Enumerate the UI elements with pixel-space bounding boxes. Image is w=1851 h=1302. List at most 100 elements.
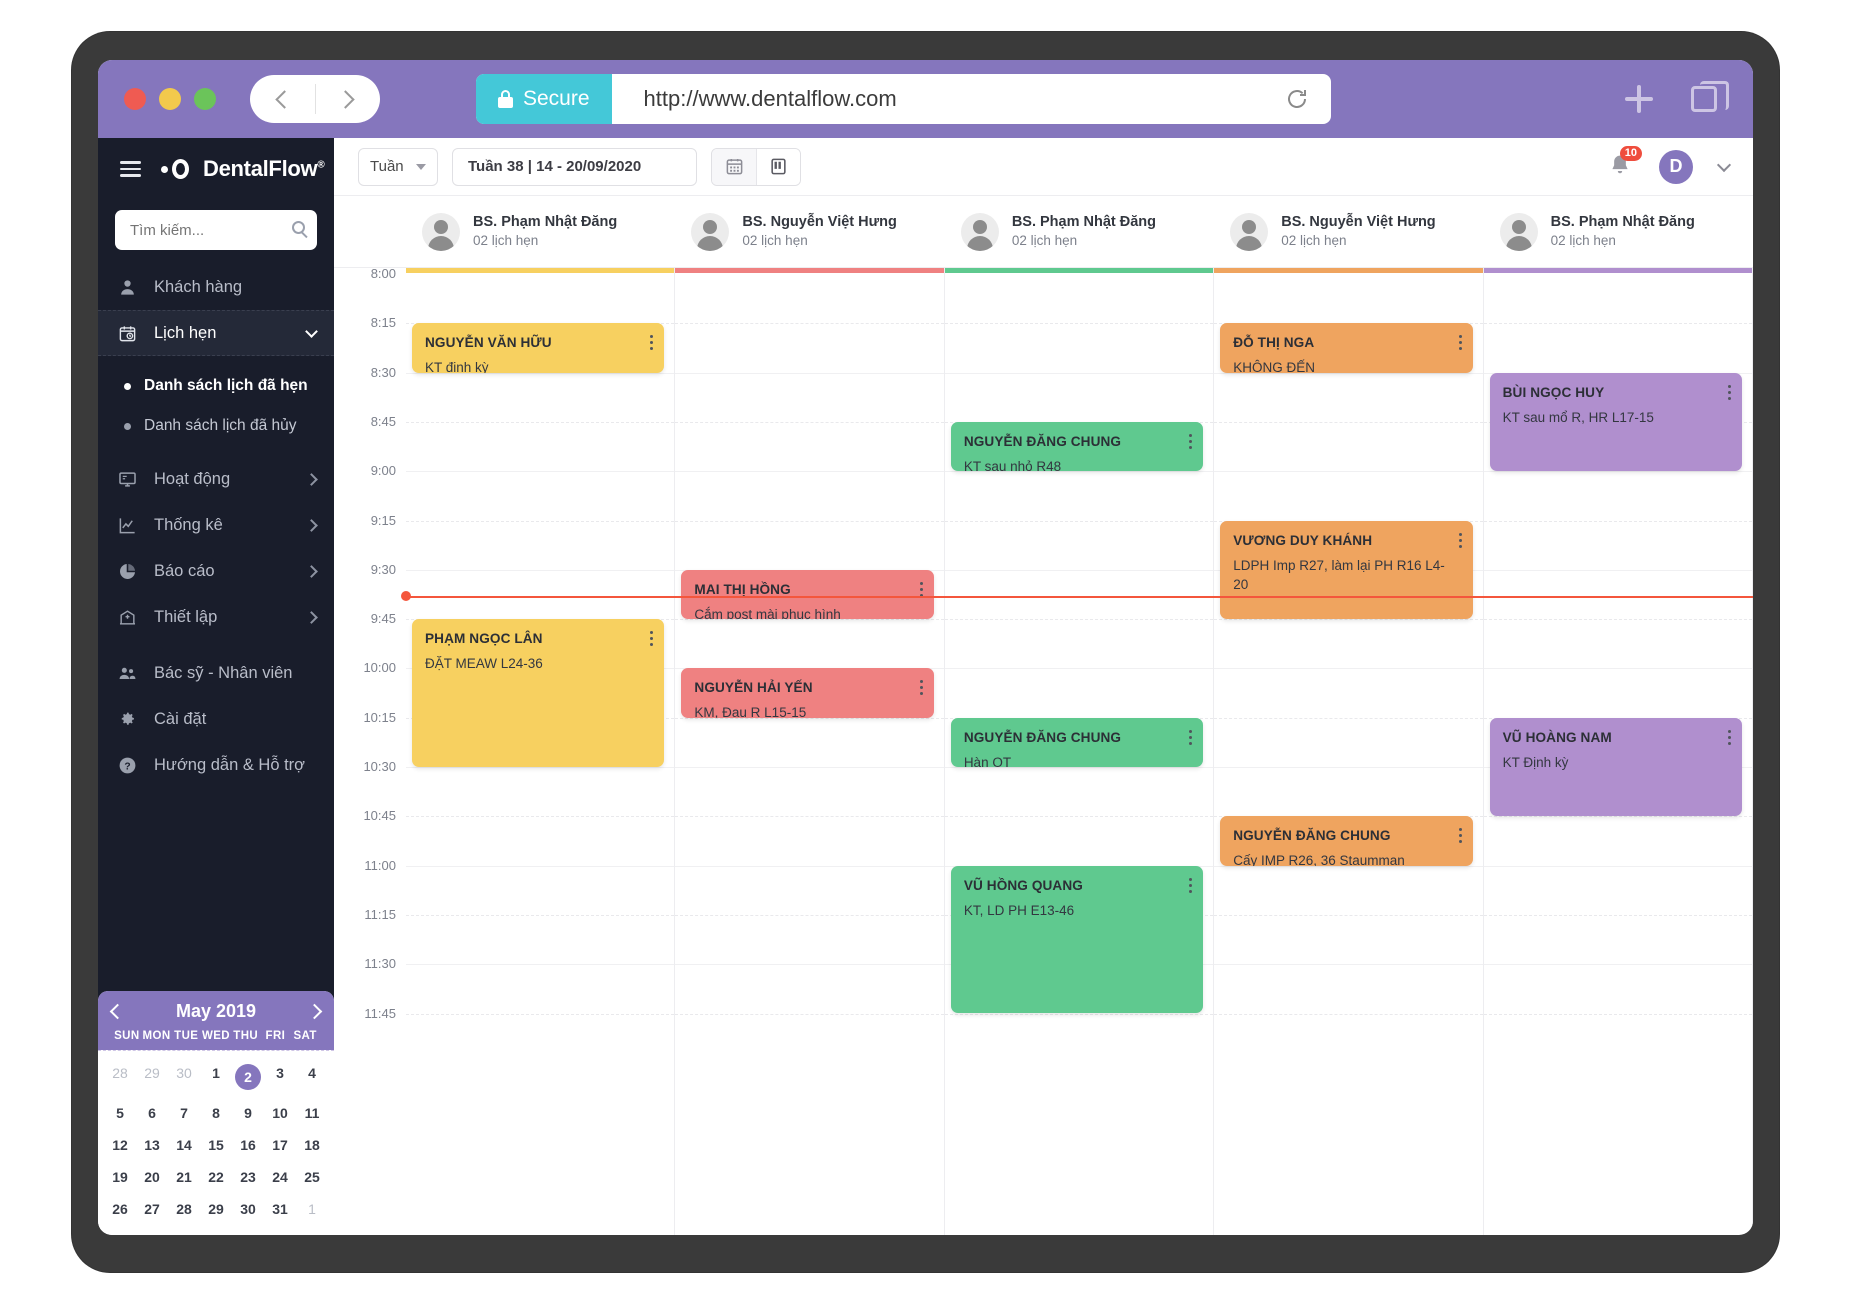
view-mode-select[interactable]: Tuần [358, 147, 438, 186]
mini-calendar-day[interactable]: 28 [176, 1201, 192, 1217]
calendar-column[interactable]: ĐỖ THỊ NGA KHÔNG ĐẾN VƯƠNG DUY KHÁNH LDPH I… [1214, 268, 1484, 1235]
mini-calendar-day[interactable]: 21 [176, 1169, 192, 1185]
sidebar-item-bac-sy-nhan-vien[interactable]: Bác sỹ - Nhân viên [98, 650, 334, 696]
forward-button[interactable] [316, 84, 381, 114]
mini-calendar-day[interactable]: 6 [148, 1105, 156, 1121]
kebab-menu-icon[interactable] [1189, 729, 1193, 745]
sidebar-item-khach-hang[interactable]: Khách hàng [98, 264, 334, 310]
search-input[interactable] [115, 221, 317, 239]
kebab-menu-icon[interactable] [919, 680, 923, 696]
kebab-menu-icon[interactable] [1728, 384, 1732, 400]
appointment-card[interactable]: NGUYỄN HẢI YẾN KM, Đau R L15-15 [681, 668, 934, 718]
mini-calendar-day[interactable]: 12 [112, 1137, 128, 1153]
mini-calendar-day[interactable]: 25 [304, 1169, 320, 1185]
mini-calendar-day[interactable]: 23 [240, 1169, 256, 1185]
kebab-menu-icon[interactable] [650, 631, 654, 647]
back-button[interactable] [250, 84, 316, 114]
mini-calendar-day-grid[interactable]: 28 29 30 1 2 3 4 5 6 7 8 9 10 11 12 13 14 15 16 17 18 19 20 21 2… [98, 1050, 334, 1235]
mini-calendar-day[interactable]: 29 [144, 1065, 160, 1081]
toggle-column-view[interactable] [756, 148, 800, 185]
doctor-column-header[interactable]: BS. Nguyễn Việt Hưng 02 lịch hẹn [1214, 196, 1483, 267]
mini-calendar-day[interactable]: 1 [212, 1065, 220, 1081]
chevron-left-icon[interactable] [109, 1003, 126, 1020]
mini-calendar-day[interactable]: 27 [144, 1201, 160, 1217]
mini-calendar-day[interactable]: 16 [240, 1137, 256, 1153]
appointment-card[interactable]: PHẠM NGỌC LÂN ĐẶT MEAW L24-36 [412, 619, 665, 767]
mini-calendar-day[interactable]: 30 [176, 1065, 192, 1081]
mini-calendar-day[interactable]: 15 [208, 1137, 224, 1153]
calendar-column[interactable]: NGUYỄN ĐĂNG CHUNG KT sau nhỏ R48 NGUYỄN ĐĂ… [944, 268, 1215, 1235]
kebab-menu-icon[interactable] [1189, 877, 1193, 893]
kebab-menu-icon[interactable] [650, 335, 654, 351]
mini-calendar-day[interactable]: 11 [304, 1105, 320, 1121]
mini-calendar-day[interactable]: 8 [212, 1105, 220, 1121]
kebab-menu-icon[interactable] [1458, 828, 1462, 844]
mini-calendar-day[interactable]: 3 [276, 1065, 284, 1081]
doctor-column-header[interactable]: BS. Phạm Nhật Đăng 02 lịch hẹn [945, 196, 1214, 267]
avatar[interactable]: D [1659, 149, 1693, 184]
calendar-column[interactable]: MAI THỊ HỒNG Cắm post mài phục hình NGUYỄN… [675, 268, 945, 1235]
doctor-column-header[interactable]: BS. Phạm Nhật Đăng 02 lịch hẹn [1484, 196, 1753, 267]
sidebar-item-huong-dan-ho-tro[interactable]: ? Hướng dẫn & Hỗ trợ [98, 742, 334, 788]
chevron-right-icon[interactable] [306, 1003, 323, 1020]
calendar-column[interactable]: BÙI NGỌC HUY KT sau mổ R, HR L17-15 VŨ HOÀ… [1483, 268, 1753, 1235]
mini-calendar-day[interactable]: 18 [304, 1137, 320, 1153]
mini-calendar-day[interactable]: 5 [116, 1105, 124, 1121]
kebab-menu-icon[interactable] [919, 581, 923, 597]
chevron-down-icon[interactable] [1716, 157, 1732, 172]
mini-calendar-day[interactable]: 14 [176, 1137, 192, 1153]
sidebar-subitem-danh-sach-lich-da-huy[interactable]: Danh sách lịch đã hủy [98, 406, 334, 446]
sidebar-item-hoat-dong[interactable]: Hoạt động [98, 456, 334, 502]
date-range-field[interactable]: Tuần 38 | 14 - 20/09/2020 [452, 147, 697, 186]
mini-calendar-day[interactable]: 7 [180, 1105, 188, 1121]
toggle-month-view[interactable] [712, 148, 756, 185]
appointment-card[interactable]: VŨ HỒNG QUANG KT, LD PH E13-46 [950, 865, 1204, 1014]
doctor-column-header[interactable]: BS. Nguyễn Việt Hưng 02 lịch hẹn [675, 196, 944, 267]
mini-calendar-day[interactable]: 30 [240, 1201, 256, 1217]
mini-calendar-day[interactable]: 31 [272, 1201, 288, 1217]
mini-calendar-day[interactable]: 24 [272, 1169, 288, 1185]
url-text[interactable]: http://www.dentalflow.com [643, 86, 897, 111]
mini-calendar-day[interactable]: 19 [112, 1169, 128, 1185]
appointment-card[interactable]: ĐỖ THỊ NGA KHÔNG ĐẾN [1220, 323, 1473, 373]
appointment-card[interactable]: VŨ HOÀNG NAM KT Định kỳ [1489, 717, 1743, 817]
mini-calendar-day[interactable]: 4 [308, 1065, 316, 1081]
sidebar-item-bao-cao[interactable]: Báo cáo [98, 548, 334, 594]
copy-tabs-icon[interactable] [1691, 81, 1729, 112]
sidebar-item-lich-hen[interactable]: Lịch hẹn [98, 310, 334, 356]
close-button[interactable] [124, 88, 146, 110]
mini-calendar-day[interactable]: 26 [112, 1201, 128, 1217]
sidebar-item-thong-ke[interactable]: Thống kê [98, 502, 334, 548]
mini-calendar-day[interactable]: 2 [232, 1057, 264, 1097]
appointment-card[interactable]: MAI THỊ HỒNG Cắm post mài phục hình [681, 569, 934, 620]
menu-burger-icon[interactable] [120, 161, 141, 177]
maximize-button[interactable] [194, 88, 216, 110]
minimize-button[interactable] [159, 88, 181, 110]
calendar-column[interactable]: NGUYỄN VĂN HỮU KT định kỳ PHẠM NGỌC LÂN ĐẶT… [406, 268, 676, 1235]
mini-calendar-day[interactable]: 17 [272, 1137, 288, 1153]
sidebar-item-cai-dat[interactable]: Cài đặt [98, 696, 334, 742]
mini-calendar-day[interactable]: 9 [244, 1105, 252, 1121]
appointment-card[interactable]: NGUYỄN ĐĂNG CHUNG Hàn OT [950, 717, 1204, 767]
mini-calendar-day[interactable]: 29 [208, 1201, 224, 1217]
mini-calendar-day[interactable]: 28 [112, 1065, 128, 1081]
calendar-grid[interactable]: 8:00 8:15 8:30 8:45 9:00 9:15 9:30 9:45 10:00 10:… [334, 268, 1753, 1235]
notifications-button[interactable]: 10 [1607, 145, 1642, 181]
appointment-card[interactable]: NGUYỄN ĐĂNG CHUNG KT sau nhỏ R48 [950, 421, 1204, 472]
mini-calendar-day[interactable]: 13 [144, 1137, 160, 1153]
kebab-menu-icon[interactable] [1458, 335, 1462, 351]
sidebar-subitem-danh-sach-lich-da-hen[interactable]: Danh sách lịch đã hẹn [98, 366, 334, 406]
kebab-menu-icon[interactable] [1189, 433, 1193, 449]
doctor-column-header[interactable]: BS. Phạm Nhật Đăng 02 lịch hẹn [406, 196, 675, 267]
kebab-menu-icon[interactable] [1728, 729, 1732, 745]
mini-calendar-day[interactable]: 1 [308, 1201, 316, 1217]
plus-icon[interactable] [1625, 85, 1653, 113]
mini-calendar-day[interactable]: 20 [144, 1169, 160, 1185]
mini-calendar-day[interactable]: 22 [208, 1169, 224, 1185]
appointment-card[interactable]: NGUYỄN ĐĂNG CHUNG Cấy IMP R26, 36 Staumma… [1220, 816, 1473, 866]
sidebar-item-thiet-lap[interactable]: Thiết lập [98, 594, 334, 640]
kebab-menu-icon[interactable] [1458, 532, 1462, 548]
reload-button[interactable] [1285, 74, 1331, 124]
appointment-card[interactable]: NGUYỄN VĂN HỮU KT định kỳ [412, 323, 665, 373]
appointment-card[interactable]: VƯƠNG DUY KHÁNH LDPH Imp R27, làm lại PH … [1220, 520, 1473, 620]
